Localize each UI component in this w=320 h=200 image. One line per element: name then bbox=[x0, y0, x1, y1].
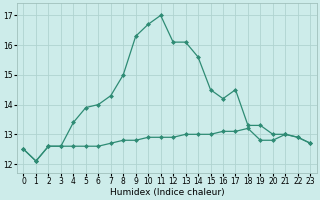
X-axis label: Humidex (Indice chaleur): Humidex (Indice chaleur) bbox=[109, 188, 224, 197]
